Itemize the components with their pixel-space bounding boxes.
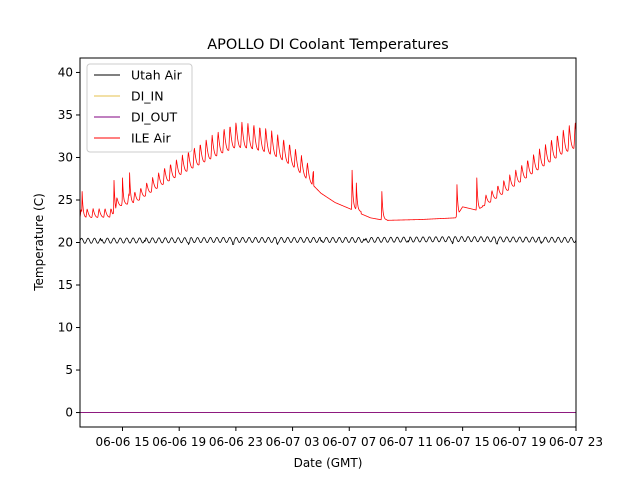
y-axis: 0 5 10 15 20 25 30 35 40 bbox=[58, 65, 80, 420]
y-tick-label: 35 bbox=[58, 108, 73, 122]
x-tick-label: 06-06 19 bbox=[152, 435, 206, 449]
x-tick-label: 06-06 23 bbox=[209, 435, 263, 449]
series-line-ile-air bbox=[80, 121, 576, 221]
x-tick-label: 06-07 15 bbox=[436, 435, 490, 449]
legend-label: DI_OUT bbox=[131, 110, 178, 125]
x-tick-label: 06-07 03 bbox=[266, 435, 320, 449]
legend-label: Utah Air bbox=[131, 68, 183, 83]
x-tick-label: 06-07 23 bbox=[549, 435, 603, 449]
plot-frame bbox=[79, 57, 577, 428]
legend-label: ILE Air bbox=[131, 131, 172, 146]
chart-title: APOLLO DI Coolant Temperatures bbox=[207, 37, 448, 53]
y-tick-label: 40 bbox=[58, 65, 73, 79]
y-tick-label: 30 bbox=[58, 150, 73, 164]
x-tick-label: 06-06 15 bbox=[96, 435, 150, 449]
x-axis: 06-06 15 06-06 19 06-06 23 06-07 03 06-07 07… bbox=[96, 427, 603, 449]
x-tick-label: 06-07 19 bbox=[492, 435, 546, 449]
x-tick-label: 06-07 11 bbox=[379, 435, 433, 449]
y-axis-label: Temperature (C) bbox=[32, 193, 46, 292]
y-tick-label: 20 bbox=[58, 236, 73, 250]
y-tick-label: 25 bbox=[58, 193, 73, 207]
y-tick-label: 0 bbox=[65, 406, 73, 420]
series-layer bbox=[80, 121, 576, 413]
y-tick-label: 15 bbox=[58, 278, 73, 292]
legend: Utah Air DI_IN DI_OUT ILE Air bbox=[86, 63, 193, 153]
plot-area bbox=[80, 121, 576, 413]
legend-box bbox=[86, 63, 193, 153]
legend-label: DI_IN bbox=[131, 89, 164, 104]
y-tick-label: 5 bbox=[65, 363, 73, 377]
x-axis-label: Date (GMT) bbox=[294, 456, 363, 470]
series-line-utah-air bbox=[80, 236, 576, 246]
x-tick-label: 06-07 07 bbox=[322, 435, 376, 449]
y-tick-label: 10 bbox=[58, 321, 73, 335]
